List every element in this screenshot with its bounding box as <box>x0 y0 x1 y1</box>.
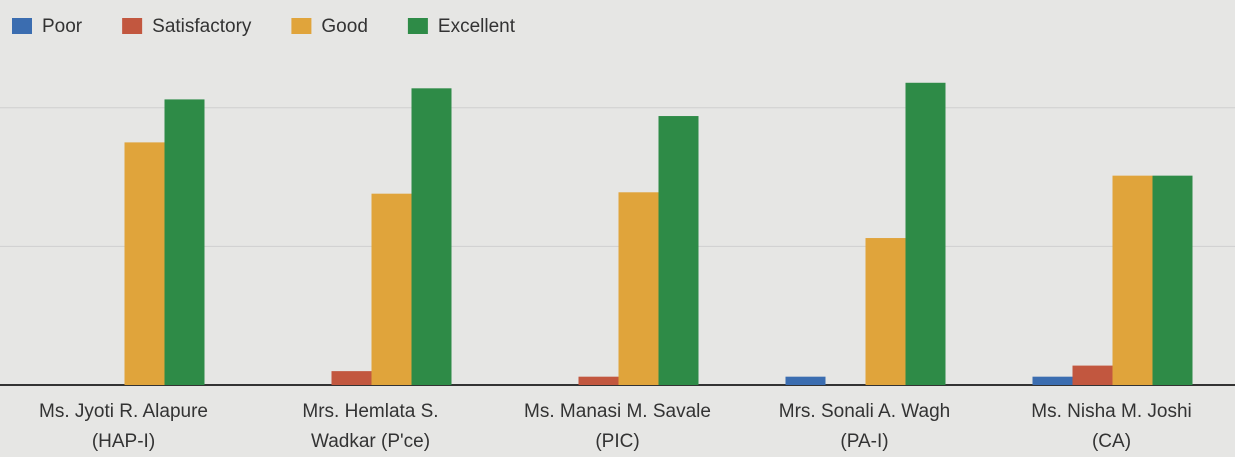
legend-swatch <box>12 18 32 34</box>
bar <box>618 192 659 385</box>
bar <box>1072 365 1113 385</box>
bar <box>124 142 165 385</box>
bar <box>1112 175 1153 385</box>
x-tick-label: (HAP-I) <box>92 431 155 452</box>
bar <box>905 82 946 385</box>
legend-swatch <box>291 18 312 34</box>
bar <box>331 371 372 385</box>
bar <box>371 193 412 385</box>
bar <box>1152 175 1193 385</box>
bar <box>411 88 452 386</box>
bar <box>785 376 826 385</box>
legend-label: Satisfactory <box>152 16 252 37</box>
x-tick-label: Ms. Manasi M. Savale <box>524 401 711 422</box>
legend-swatch <box>407 18 428 34</box>
bar <box>578 376 619 385</box>
bar <box>1032 376 1073 385</box>
x-tick-label: (CA) <box>1092 431 1131 452</box>
x-tick-label: Ms. Jyoti R. Alapure <box>39 401 208 422</box>
legend-swatch <box>122 18 143 34</box>
x-tick-label: Mrs. Hemlata S. <box>302 401 438 422</box>
bar <box>164 99 205 385</box>
x-tick-label: Ms. Nisha M. Joshi <box>1031 401 1191 422</box>
bar <box>865 238 906 385</box>
legend-label: Good <box>321 16 367 37</box>
x-tick-label: Wadkar (P'ce) <box>311 431 430 452</box>
bar <box>658 116 699 385</box>
x-tick-label: (PA-I) <box>840 431 888 452</box>
x-tick-label: Mrs. Sonali A. Wagh <box>779 401 950 422</box>
legend-label: Excellent <box>438 16 516 37</box>
legend-label: Poor <box>42 16 83 37</box>
x-tick-label: (PIC) <box>595 431 639 452</box>
